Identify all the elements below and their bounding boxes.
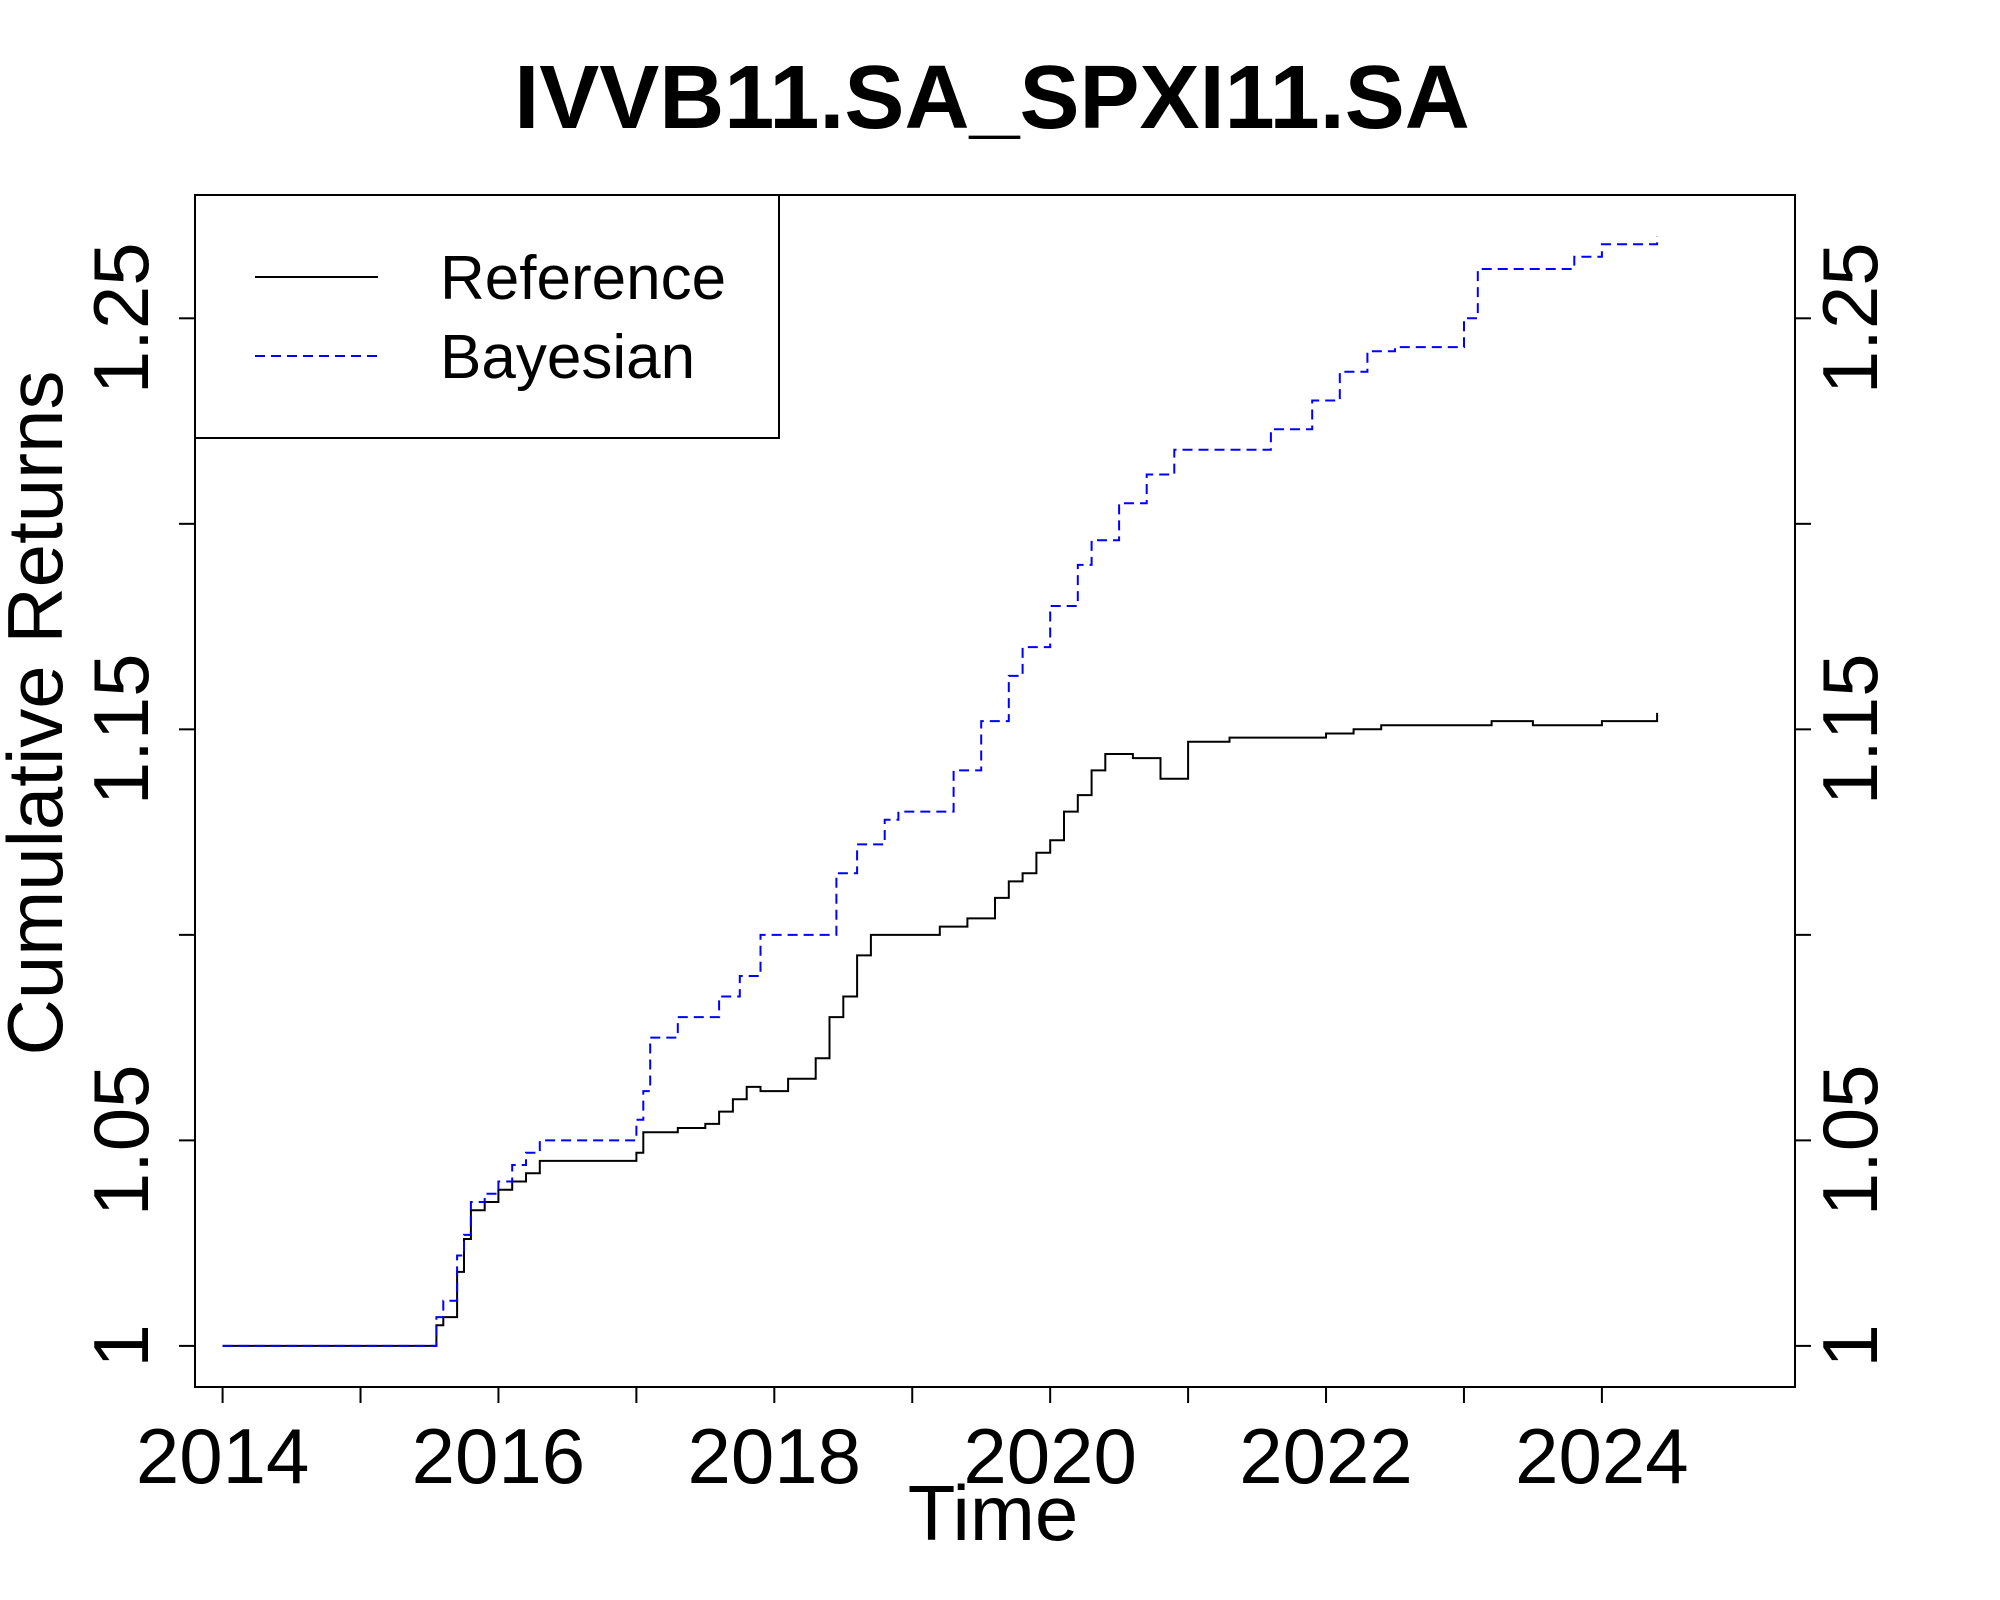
legend: Reference Bayesian bbox=[194, 194, 780, 439]
chart-title: IVVB11.SA_SPXI11.SA bbox=[514, 48, 1470, 148]
y-tick-label-left: 1.25 bbox=[77, 242, 165, 394]
y-tick-label-right: 1.05 bbox=[1806, 1064, 1894, 1216]
y-axis-title: Cumulative Returns bbox=[0, 371, 79, 1056]
y-tick-label-right: 1.15 bbox=[1806, 653, 1894, 805]
y-axis-left: 1 1.05 1.15 1.25 bbox=[77, 242, 195, 1368]
y-tick-label-left: 1 bbox=[77, 1324, 165, 1367]
plot-frame bbox=[194, 194, 1796, 1388]
legend-label-bayesian: Bayesian bbox=[440, 323, 695, 392]
x-tick-label: 2024 bbox=[1515, 1412, 1689, 1500]
x-axis: 2014 2016 2018 2020 2022 2024 bbox=[136, 1387, 1689, 1500]
x-axis-title: Time bbox=[908, 1469, 1078, 1557]
y-tick-label-right: 1.25 bbox=[1806, 242, 1894, 394]
x-tick-label: 2018 bbox=[688, 1412, 862, 1500]
series-line-bayesian bbox=[222, 236, 1659, 1347]
y-tick-label-right: 1 bbox=[1806, 1324, 1894, 1367]
series-layer bbox=[222, 236, 1659, 1347]
legend-label-reference: Reference bbox=[440, 244, 726, 313]
x-tick-label: 2016 bbox=[412, 1412, 586, 1500]
x-tick-label: 2014 bbox=[136, 1412, 310, 1500]
y-tick-label-left: 1.05 bbox=[77, 1064, 165, 1216]
x-tick-label: 2020 bbox=[963, 1412, 1137, 1500]
y-axis-right: 1 1.05 1.15 1.25 bbox=[1795, 242, 1894, 1368]
y-tick-label-left: 1.15 bbox=[77, 653, 165, 805]
x-tick-label: 2022 bbox=[1239, 1412, 1413, 1500]
legend-box bbox=[194, 194, 780, 439]
series-line-reference bbox=[222, 712, 1659, 1347]
